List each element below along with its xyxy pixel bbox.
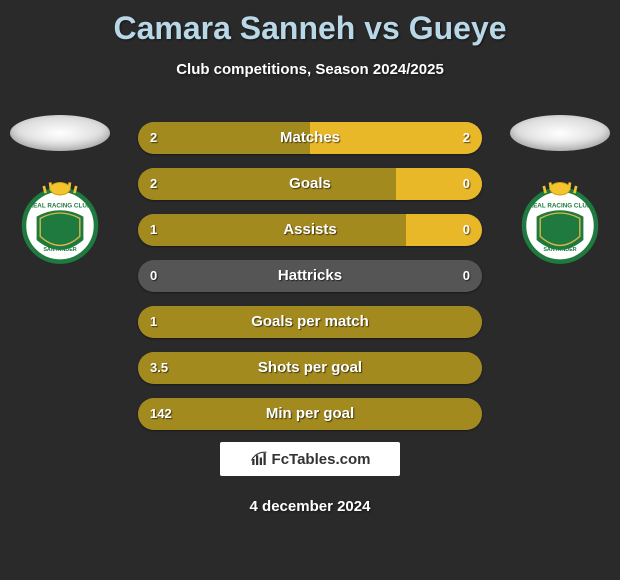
player1-club-crest: REAL RACING CLUB SANTANDER [15, 177, 105, 267]
stat-value-p2: 0 [463, 168, 470, 200]
stat-label: Goals [138, 168, 482, 200]
stat-value-p1: 2 [150, 122, 157, 154]
stat-row: Matches2 2 [138, 122, 482, 154]
stat-row: Hattricks0 0 [138, 260, 482, 292]
stat-label: Hattricks [138, 260, 482, 292]
stat-value-p1: 3.5 [150, 352, 168, 384]
stat-value-p1: 1 [150, 214, 157, 246]
stat-label: Assists [138, 214, 482, 246]
stat-value-p2: 2 [463, 122, 470, 154]
svg-text:SANTANDER: SANTANDER [43, 247, 76, 253]
player2-column: REAL RACING CLUB SANTANDER [500, 115, 620, 267]
svg-text:REAL RACING CLUB: REAL RACING CLUB [29, 203, 92, 210]
brand-badge: FcTables.com [220, 442, 400, 476]
stat-row: Assists1 0 [138, 214, 482, 246]
stat-value-p1: 1 [150, 306, 157, 338]
date-text: 4 december 2024 [0, 498, 620, 515]
brand-text: FcTables.com [272, 451, 371, 468]
stat-label: Goals per match [138, 306, 482, 338]
stat-value-p2: 0 [463, 260, 470, 292]
stat-label: Matches [138, 122, 482, 154]
stat-label: Min per goal [138, 398, 482, 430]
stat-label: Shots per goal [138, 352, 482, 384]
player1-column: REAL RACING CLUB SANTANDER [0, 115, 120, 267]
stat-row: Min per goal142 [138, 398, 482, 430]
stat-value-p1: 2 [150, 168, 157, 200]
stat-row: Goals per match1 [138, 306, 482, 338]
subtitle: Club competitions, Season 2024/2025 [0, 61, 620, 78]
stat-row: Shots per goal3.5 [138, 352, 482, 384]
stat-row: Goals2 0 [138, 168, 482, 200]
stat-value-p1: 142 [150, 398, 172, 430]
player2-club-crest: REAL RACING CLUB SANTANDER [515, 177, 605, 267]
svg-text:SANTANDER: SANTANDER [543, 247, 576, 253]
brand-chart-icon [250, 450, 268, 468]
stat-value-p2: 0 [463, 214, 470, 246]
stat-value-p1: 0 [150, 260, 157, 292]
stats-bars: Matches22Goals20Assists10Hattricks00Goal… [138, 122, 482, 444]
player2-silhouette [510, 115, 610, 151]
svg-text:REAL RACING CLUB: REAL RACING CLUB [529, 203, 592, 210]
player1-silhouette [10, 115, 110, 151]
page-title: Camara Sanneh vs Gueye [0, 0, 620, 47]
